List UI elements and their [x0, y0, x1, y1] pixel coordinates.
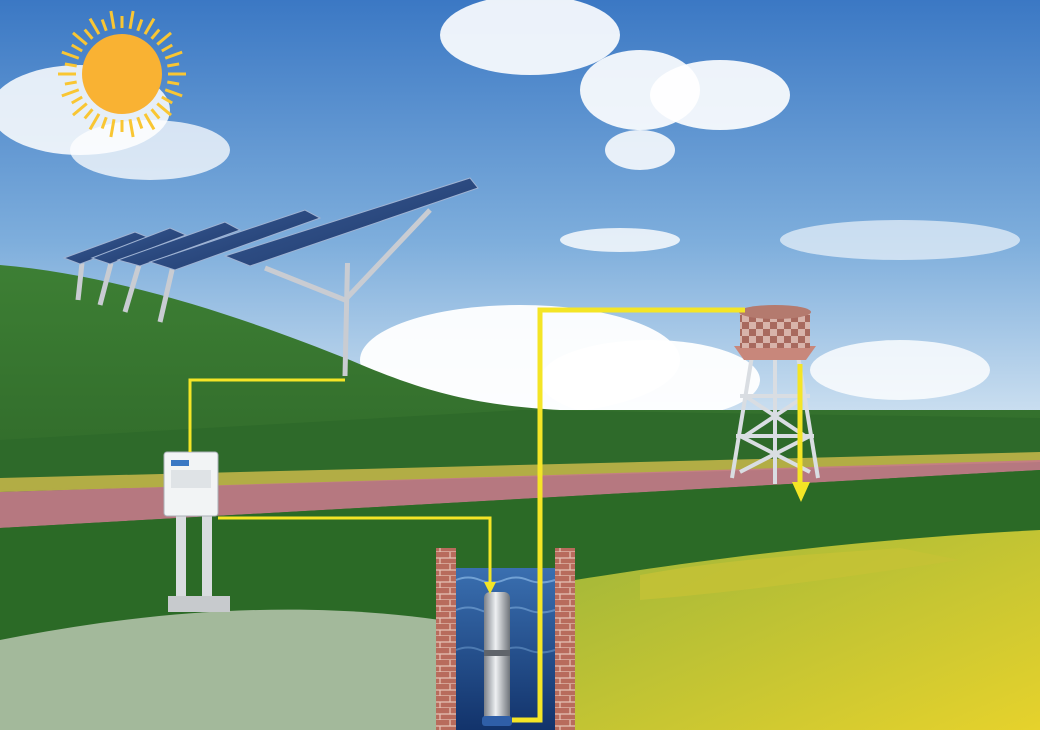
connection-lines — [188, 307, 810, 723]
water-pipe-pump-to-tower — [512, 307, 745, 723]
solar-panel-icon — [62, 177, 479, 377]
sun-icon — [58, 10, 186, 138]
power-cable-controller-to-pump — [218, 516, 492, 584]
flower-strip-yellow — [0, 452, 1040, 492]
water-outlet-arrowhead — [792, 482, 810, 502]
terrace-field — [640, 548, 960, 600]
controller-cabinet-icon — [163, 451, 230, 612]
flower-strip-pink — [0, 460, 1040, 528]
power-cable-solar-to-controller — [188, 378, 345, 452]
pump-arrowhead — [484, 582, 496, 594]
white-flowers — [0, 609, 440, 730]
submersible-pump-icon — [482, 592, 512, 726]
water-tower-icon — [730, 305, 820, 484]
